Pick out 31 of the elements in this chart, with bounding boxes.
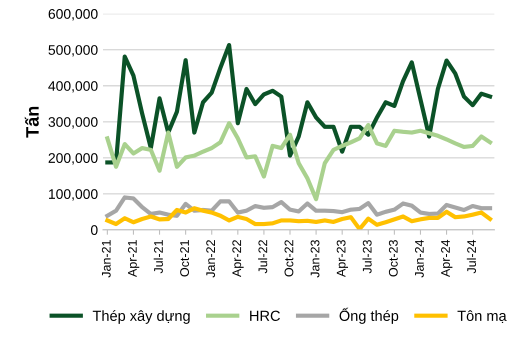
- x-tick-label: Apr-24: [441, 240, 452, 278]
- x-tick-label: Apr-23: [336, 240, 348, 278]
- line-series: [105, 121, 492, 202]
- x-tick-label: Jan-22: [206, 240, 216, 278]
- line-series: [105, 42, 492, 165]
- y-tick-label: 500,000: [48, 45, 98, 57]
- x-tick-label: Apr-21: [128, 240, 140, 278]
- line-series: [105, 195, 492, 218]
- x-tick-label: Oct-22: [284, 240, 294, 276]
- y-tick-label: 100,000: [49, 189, 98, 201]
- legend-label: Ống thép: [340, 308, 398, 324]
- y-tick-label: 300,000: [48, 117, 98, 129]
- y-tick-label: 0: [90, 225, 98, 235]
- x-tick-label: Oct-23: [388, 240, 398, 276]
- x-tick-label: Jan-21: [102, 240, 111, 278]
- x-tick-label: Apr-22: [232, 240, 244, 278]
- y-axis-title: Tấn: [24, 106, 39, 138]
- x-tick-label: Oct-21: [180, 240, 189, 276]
- x-tick-label: Jan-23: [310, 240, 320, 278]
- y-tick-label: 200,000: [48, 153, 98, 165]
- x-tick-label: Jul-23: [362, 240, 372, 274]
- legend-label: Tôn mạ: [458, 310, 507, 324]
- x-tick-label: Jul-24: [466, 240, 476, 274]
- y-tick-label: 600,000: [48, 9, 98, 21]
- legend-label: Thép xây dựng: [92, 310, 190, 324]
- y-tick-label: 400,000: [48, 81, 98, 93]
- line-series: [105, 206, 492, 230]
- x-tick-label: Jan-24: [414, 240, 424, 278]
- x-tick-label: Jul-21: [154, 240, 163, 274]
- x-tick-label: Jul-22: [258, 240, 268, 274]
- legend-label: HRC: [250, 310, 280, 321]
